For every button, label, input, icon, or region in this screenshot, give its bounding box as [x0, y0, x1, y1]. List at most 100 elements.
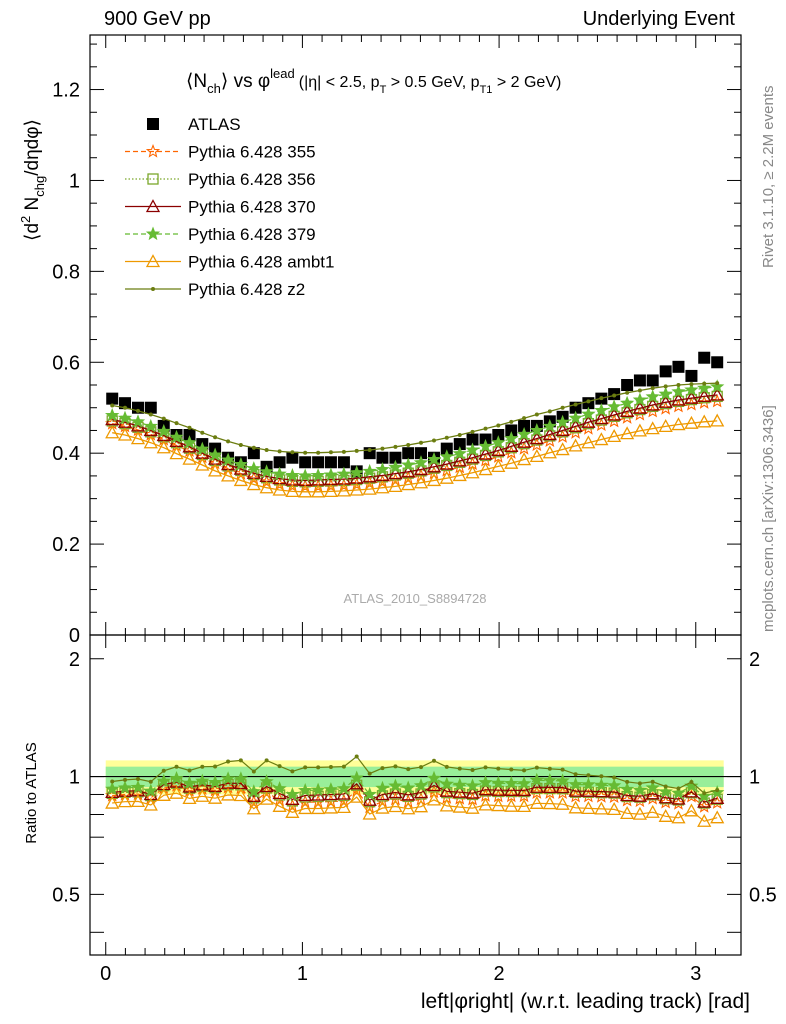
series-5-ratio-point [594, 801, 609, 815]
series-3-ratio-point [478, 782, 493, 796]
series-6-ratio-point [419, 765, 424, 770]
ratio-y-tick-label-right: 1 [749, 767, 760, 789]
series-5-point [195, 457, 210, 471]
series-6-point [650, 386, 655, 391]
rivet-version-label: Rivet 3.1.10, ≥ 2.2M events [760, 85, 777, 269]
series-6-point [470, 429, 475, 434]
series-4-point [581, 406, 596, 421]
series-6-ratio-point [316, 765, 321, 770]
series-3-ratio-point [439, 783, 454, 797]
series-5-point [220, 468, 236, 482]
series-5-ratio-point [568, 800, 583, 814]
series-3-ratio-point [413, 785, 429, 799]
series-3-point [697, 389, 712, 403]
series-4-ratio-point [362, 787, 377, 801]
series-0-point [247, 447, 260, 460]
series-4-ratio-point [619, 781, 635, 796]
series-4-point [542, 418, 557, 433]
series-0-point [299, 456, 312, 469]
series-6-point [187, 425, 192, 430]
series-5-ratio-line [112, 792, 718, 822]
header-beam-label: 900 GeV pp [104, 8, 211, 30]
series-4-ratio-point [169, 771, 184, 785]
series-6-ratio-point [676, 786, 681, 791]
series-5-point [529, 449, 544, 463]
series-4-ratio-point [413, 778, 429, 792]
series-5-ratio-point [504, 798, 519, 812]
series-5-point [323, 484, 339, 498]
series-6-ratio-point [380, 766, 385, 771]
series-3-point [542, 427, 557, 441]
series-6-point [110, 403, 115, 408]
series-6-ratio-point [226, 759, 231, 764]
main-y-axis-label: ⟨d2 Nchg/dηdφ⟩ [18, 119, 47, 241]
series-5-ratio-point [684, 803, 699, 817]
series-5-ratio-point [130, 794, 146, 808]
series-6-ratio-point [650, 779, 655, 784]
series-3-ratio-point [697, 794, 712, 808]
series-0-point [402, 447, 415, 460]
series-6-point [483, 426, 488, 431]
legend-marker [145, 199, 161, 213]
series-4-point [632, 392, 648, 407]
series-6-point [200, 430, 205, 435]
series-2-ratio-point [428, 781, 440, 793]
series-4-point [401, 457, 416, 472]
series-4-ratio-point [439, 776, 454, 791]
series-4-point [697, 380, 712, 395]
series-4-point [246, 461, 261, 475]
series-4-point [658, 386, 673, 401]
series-5-ratio-point [156, 787, 171, 801]
series-3-ratio-point [607, 784, 622, 798]
series-4-ratio-point [117, 780, 133, 795]
series-3-ratio-point [465, 785, 480, 799]
series-5-ratio-point [143, 797, 158, 811]
series-2-ratio-point [402, 790, 414, 803]
series-4-ratio-point [542, 773, 557, 787]
series-5-point [710, 413, 725, 427]
series-3-point [671, 392, 686, 406]
series-5-point [233, 473, 248, 487]
series-5-ratio-point [555, 796, 570, 810]
series-4-point [259, 464, 274, 478]
mcplots-credit-label: mcplots.cern.ch [arXiv:1306.3436] [760, 405, 777, 632]
series-5-ratio-point [362, 806, 377, 820]
series-3-ratio-point [568, 783, 583, 797]
series-4-point [504, 431, 519, 445]
series-6-ratio-point [110, 779, 115, 784]
series-3-point [491, 443, 506, 457]
series-5-point [581, 435, 596, 449]
series-6-ratio-point [213, 764, 218, 769]
series-6-line [112, 382, 718, 454]
series-4-point [117, 410, 133, 425]
series-6-point [586, 399, 591, 404]
plot-frames [89, 34, 742, 956]
series-6-point [573, 402, 578, 407]
series-6-ratio-point [560, 767, 565, 772]
series-6-ratio-line [112, 755, 718, 794]
series-0-point [376, 451, 389, 464]
series-6-point [174, 421, 179, 426]
main-y-tick-label: 0.4 [52, 443, 80, 465]
series-4-ratio-point [143, 783, 158, 798]
series-4-point [426, 451, 442, 466]
legend-marker [147, 118, 159, 130]
series-6-point [457, 433, 462, 437]
series-3-ratio-point [529, 779, 544, 793]
series-1-point [285, 478, 300, 493]
series-0-point [466, 433, 479, 446]
series-6-point [676, 383, 681, 387]
series-4-ratio-point [658, 784, 673, 798]
series-3-point [555, 423, 570, 437]
series-5-ratio-point [388, 799, 403, 813]
series-6-ratio-point [290, 769, 295, 774]
series-6-ratio-point [187, 768, 192, 773]
series-3-ratio-point [491, 782, 506, 796]
series-4-ratio-point [105, 781, 120, 796]
series-1-ratio-line [112, 785, 718, 808]
series-5-ratio-point [349, 789, 364, 803]
ratio-y-tick-label-left: 0.5 [52, 884, 80, 906]
series-0-point [659, 365, 672, 378]
series-3-point [465, 450, 480, 464]
series-5-ratio-point [607, 802, 622, 816]
